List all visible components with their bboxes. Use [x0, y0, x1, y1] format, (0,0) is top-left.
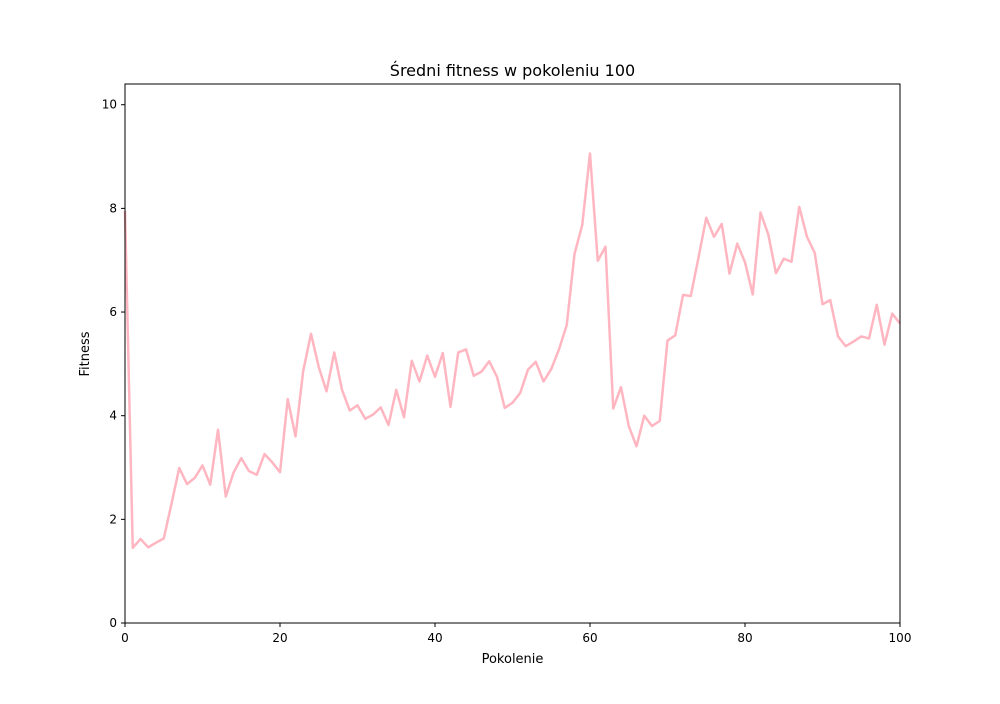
chart-title: Średni fitness w pokoleniu 100 [390, 61, 635, 80]
y-tick-label: 8 [109, 201, 117, 215]
x-tick-label: 100 [889, 631, 912, 645]
x-tick-label: 60 [582, 631, 597, 645]
y-tick-label: 6 [109, 305, 117, 319]
x-axis-label: Pokolenie [482, 652, 544, 667]
x-tick-label: 80 [737, 631, 752, 645]
x-tick-label: 20 [272, 631, 287, 645]
y-tick-label: 0 [109, 616, 117, 630]
y-tick-label: 10 [102, 98, 117, 112]
y-tick-label: 2 [109, 512, 117, 526]
y-axis-label: Fitness [78, 331, 93, 376]
axes-frame [124, 83, 901, 624]
x-tick-label: 0 [121, 631, 129, 645]
x-tick-label: 40 [427, 631, 442, 645]
series-line-0 [123, 152, 901, 550]
y-tick-label: 4 [109, 409, 117, 423]
plot-area: 0 20 40 60 80 100 0 2 4 6 8 10 [102, 83, 912, 645]
